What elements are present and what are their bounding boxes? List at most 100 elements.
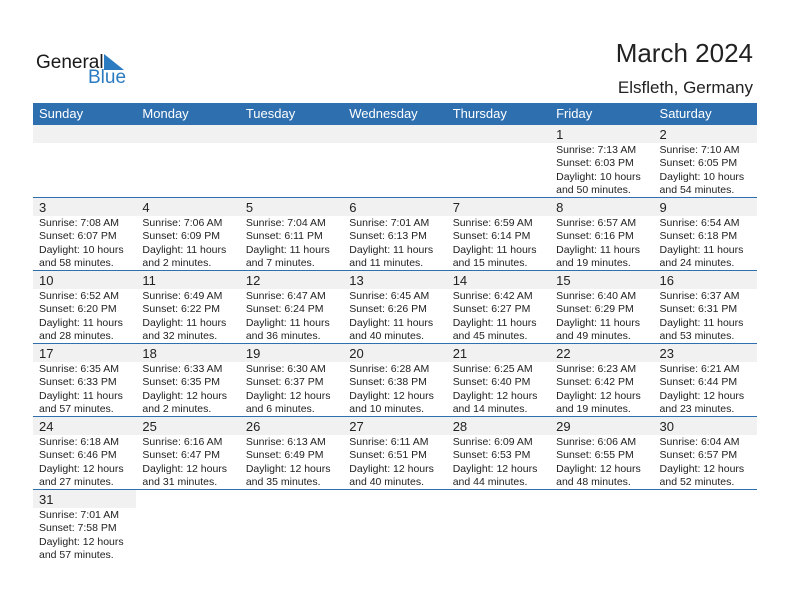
daylight-text: and 27 minutes. bbox=[39, 476, 114, 489]
week-row: 10 Sunrise: 6:52 AM Sunset: 6:20 PM Dayligh… bbox=[33, 271, 757, 344]
sunset-text: Sunset: 6:11 PM bbox=[245, 230, 323, 243]
sunset-text: Sunset: 6:35 PM bbox=[142, 376, 221, 389]
day-band bbox=[446, 125, 551, 143]
sunrise-text: Sunrise: 6:28 AM bbox=[349, 363, 430, 375]
day-cell: 25 Sunrise: 6:16 AM Sunset: 6:47 PM Dayligh… bbox=[136, 417, 240, 489]
day-cell: 8 Sunrise: 6:57 AM Sunset: 6:16 PM Daylight… bbox=[550, 198, 654, 271]
day-number: 14 bbox=[446, 271, 551, 289]
day-info: Sunrise: 6:57 AM Sunset: 6:16 PM Daylight:… bbox=[550, 216, 653, 271]
sunrise-text: Sunrise: 6:33 AM bbox=[142, 363, 223, 375]
day-info: Sunrise: 6:54 AM Sunset: 6:18 PM Daylight:… bbox=[654, 216, 757, 271]
day-band bbox=[343, 125, 447, 143]
day-number: 11 bbox=[136, 271, 240, 289]
daylight-text: Daylight: 12 hours bbox=[142, 462, 228, 475]
day-number: 16 bbox=[653, 271, 757, 289]
sunrise-text: Sunrise: 6:47 AM bbox=[245, 290, 326, 302]
day-cell: 26 Sunrise: 6:13 AM Sunset: 6:49 PM Dayligh… bbox=[239, 417, 344, 489]
day-info: Sunrise: 6:47 AM Sunset: 6:24 PM Daylight:… bbox=[240, 289, 343, 344]
day-number: 19 bbox=[239, 344, 344, 362]
sunset-text: Sunset: 6:27 PM bbox=[452, 303, 531, 316]
day-cell: 14 Sunrise: 6:42 AM Sunset: 6:27 PM Dayligh… bbox=[446, 271, 551, 343]
sunset-text: Sunset: 6:18 PM bbox=[659, 230, 738, 243]
sunset-text: Sunset: 6:44 PM bbox=[659, 376, 738, 389]
sunset-text: Sunset: 6:55 PM bbox=[556, 449, 634, 462]
sunset-text: Sunset: 6:29 PM bbox=[556, 303, 634, 316]
sunset-text: Sunset: 6:05 PM bbox=[659, 157, 738, 170]
day-cell: 30 Sunrise: 6:04 AM Sunset: 6:57 PM Dayligh… bbox=[653, 417, 757, 489]
daylight-text: Daylight: 12 hours bbox=[39, 462, 124, 475]
daylight-text: and 7 minutes. bbox=[245, 257, 315, 270]
day-cell: 6 Sunrise: 7:01 AM Sunset: 6:13 PM Daylight… bbox=[343, 198, 447, 270]
day-cell: 29 Sunrise: 6:06 AM Sunset: 6:55 PM Dayligh… bbox=[550, 417, 654, 490]
day-number: 29 bbox=[550, 417, 654, 435]
sunset-text: Sunset: 6:46 PM bbox=[39, 449, 117, 462]
week-row: 17 Sunrise: 6:35 AM Sunset: 6:33 PM Dayligh… bbox=[33, 344, 757, 417]
sunrise-text: Sunrise: 6:49 AM bbox=[142, 290, 223, 302]
day-number: 28 bbox=[446, 417, 551, 435]
sunset-text: Sunset: 6:20 PM bbox=[39, 303, 117, 316]
sunset-text: Sunset: 6:40 PM bbox=[452, 376, 531, 389]
daylight-text: and 54 minutes. bbox=[659, 184, 735, 197]
sunrise-text: Sunrise: 6:35 AM bbox=[39, 363, 119, 375]
day-info: Sunrise: 7:06 AM Sunset: 6:09 PM Daylight:… bbox=[136, 216, 239, 271]
sunrise-text: Sunrise: 6:42 AM bbox=[452, 290, 533, 302]
sunrise-text: Sunrise: 6:25 AM bbox=[452, 363, 533, 375]
day-info: Sunrise: 6:40 AM Sunset: 6:29 PM Daylight:… bbox=[550, 289, 653, 344]
day-cell: 13 Sunrise: 6:45 AM Sunset: 6:26 PM Dayligh… bbox=[343, 271, 447, 343]
day-info: Sunrise: 6:18 AM Sunset: 6:46 PM Daylight:… bbox=[33, 435, 136, 490]
day-number: 23 bbox=[653, 344, 757, 362]
day-number: 24 bbox=[33, 417, 137, 435]
empty-cell bbox=[343, 490, 446, 562]
day-number: 3 bbox=[33, 198, 137, 216]
sunrise-text: Sunrise: 6:11 AM bbox=[349, 436, 429, 448]
day-cell: 16 Sunrise: 6:37 AM Sunset: 6:31 PM Dayligh… bbox=[653, 271, 757, 344]
day-info: Sunrise: 6:33 AM Sunset: 6:35 PM Daylight:… bbox=[136, 362, 239, 417]
day-cell: 22 Sunrise: 6:23 AM Sunset: 6:42 PM Dayligh… bbox=[550, 344, 654, 417]
daylight-text: Daylight: 12 hours bbox=[452, 462, 538, 475]
sunrise-text: Sunrise: 6:54 AM bbox=[659, 217, 740, 229]
day-info: Sunrise: 7:08 AM Sunset: 6:07 PM Daylight:… bbox=[33, 216, 136, 271]
sunrise-text: Sunrise: 7:08 AM bbox=[39, 217, 119, 229]
sunrise-text: Sunrise: 6:06 AM bbox=[556, 436, 637, 448]
daylight-text: and 52 minutes. bbox=[659, 476, 735, 489]
daylight-text: and 19 minutes. bbox=[556, 403, 631, 416]
daylight-text: and 35 minutes. bbox=[245, 476, 321, 489]
day-info: Sunrise: 6:23 AM Sunset: 6:42 PM Daylight:… bbox=[550, 362, 653, 417]
sunrise-text: Sunrise: 6:13 AM bbox=[245, 436, 326, 448]
day-cell: 1 Sunrise: 7:13 AM Sunset: 6:03 PM Daylight… bbox=[550, 125, 654, 197]
sunset-text: Sunset: 6:47 PM bbox=[142, 449, 221, 462]
day-number: 26 bbox=[239, 417, 344, 435]
sunset-text: Sunset: 6:38 PM bbox=[349, 376, 427, 389]
logo-word-blue: Blue bbox=[88, 67, 127, 88]
daylight-text: Daylight: 11 hours bbox=[659, 316, 744, 329]
sunset-text: Sunset: 6:49 PM bbox=[245, 449, 324, 462]
sunrise-text: Sunrise: 6:57 AM bbox=[556, 217, 637, 229]
day-info: Sunrise: 6:06 AM Sunset: 6:55 PM Daylight:… bbox=[550, 435, 653, 490]
day-number: 10 bbox=[33, 271, 137, 289]
daylight-text: Daylight: 12 hours bbox=[659, 389, 745, 402]
sunset-text: Sunset: 6:13 PM bbox=[349, 230, 427, 243]
daylight-text: Daylight: 11 hours bbox=[39, 316, 123, 329]
weekday-sunday: Sunday bbox=[39, 106, 84, 121]
day-info: Sunrise: 6:37 AM Sunset: 6:31 PM Daylight:… bbox=[654, 289, 757, 344]
daylight-text: Daylight: 12 hours bbox=[349, 462, 434, 475]
day-cell: 21 Sunrise: 6:25 AM Sunset: 6:40 PM Dayligh… bbox=[446, 344, 551, 416]
day-info: Sunrise: 7:10 AM Sunset: 6:05 PM Daylight:… bbox=[654, 143, 757, 198]
daylight-text: Daylight: 11 hours bbox=[349, 316, 434, 329]
daylight-text: and 28 minutes. bbox=[39, 330, 114, 343]
day-number: 17 bbox=[33, 344, 137, 362]
daylight-text: Daylight: 11 hours bbox=[452, 316, 537, 329]
weekday-header: Sunday Monday Tuesday Wednesday Thursday Frid… bbox=[33, 103, 757, 125]
day-cell: 3 Sunrise: 7:08 AM Sunset: 6:07 PM Daylight… bbox=[33, 198, 137, 271]
daylight-text: and 44 minutes. bbox=[452, 476, 528, 489]
daylight-text: and 11 minutes. bbox=[349, 257, 424, 270]
day-cell: 27 Sunrise: 6:11 AM Sunset: 6:51 PM Dayligh… bbox=[343, 417, 447, 489]
daylight-text: Daylight: 12 hours bbox=[349, 389, 434, 402]
daylight-text: Daylight: 11 hours bbox=[142, 316, 227, 329]
day-cell: 4 Sunrise: 7:06 AM Sunset: 6:09 PM Daylight… bbox=[136, 198, 240, 271]
daylight-text: Daylight: 10 hours bbox=[659, 170, 745, 183]
day-number: 13 bbox=[343, 271, 447, 289]
sunset-text: Sunset: 6:31 PM bbox=[659, 303, 738, 316]
empty-cell bbox=[136, 490, 239, 562]
daylight-text: Daylight: 11 hours bbox=[556, 316, 640, 329]
